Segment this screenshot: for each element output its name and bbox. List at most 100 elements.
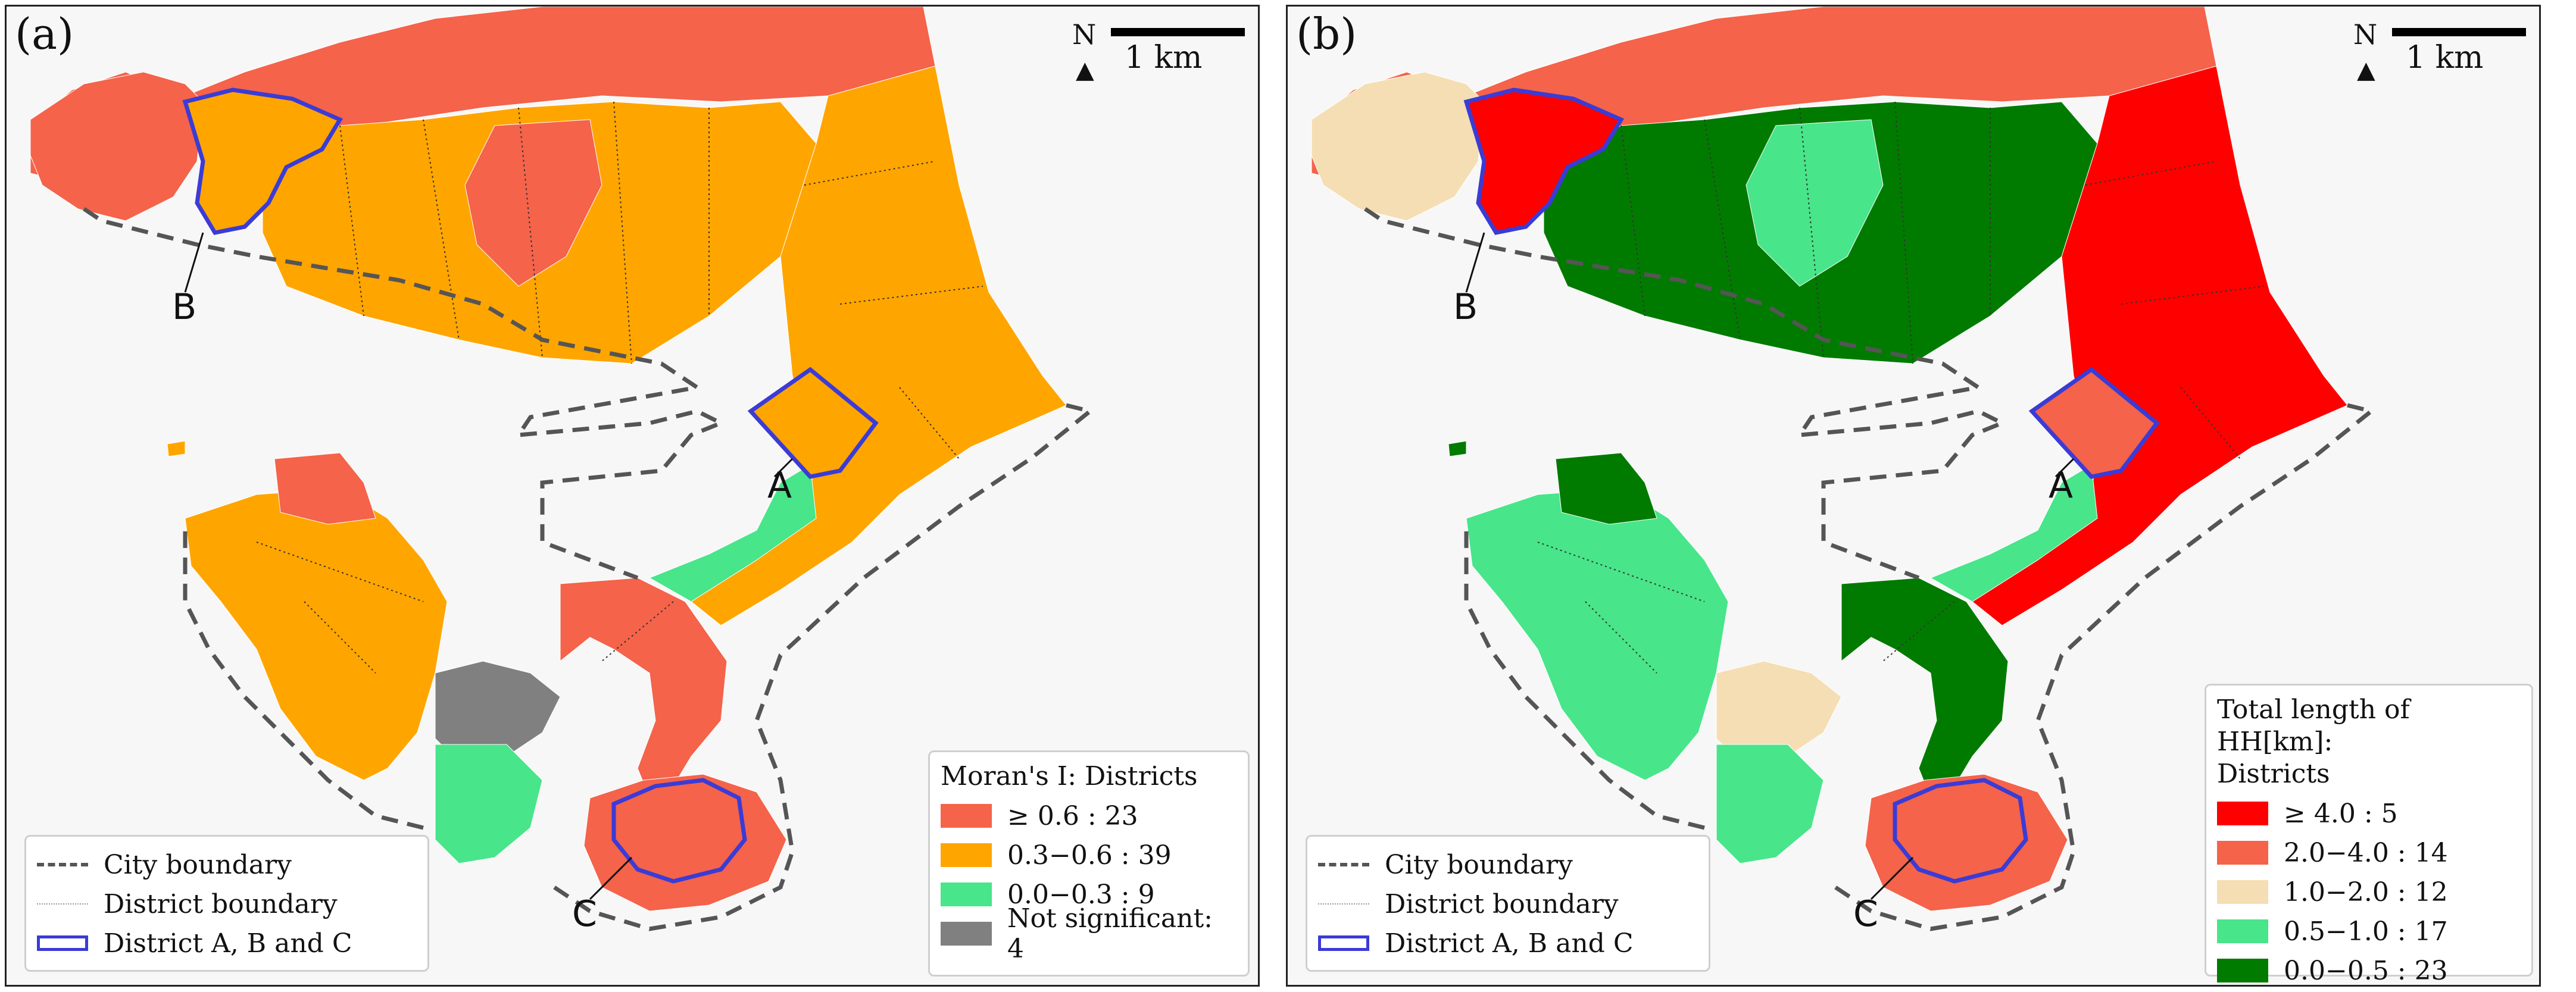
scale-label: 1 km (1125, 40, 1203, 76)
legend-label: Not significant: 4 (1007, 903, 1213, 964)
region-peninsula-b (1311, 71, 1485, 221)
legend-swatch (2217, 841, 2268, 865)
region-south-west (435, 744, 543, 864)
map-panel-b: (b) N ▲ 1 km B A C City boundary District… (1286, 5, 2541, 987)
region-coastal-strip (648, 464, 817, 602)
legend-swatch (2217, 919, 2268, 943)
boundary-legend-label: City boundary (104, 849, 292, 880)
legend-swatch (2217, 959, 2268, 982)
north-arrow-icon: ▲ (1076, 57, 1094, 84)
region-west-island-north (1555, 452, 1657, 525)
district-b-outline (182, 87, 344, 235)
district-leader-lines (184, 232, 794, 900)
region-district-c (583, 774, 787, 912)
legend-label: 0.3−0.6 : 39 (1007, 840, 1172, 871)
legend-label: ≥ 4.0 : 5 (2284, 798, 2398, 829)
boundary-legend-swatch (1318, 903, 1369, 905)
legend-swatch (941, 843, 992, 867)
boundary-legend-swatch (37, 863, 88, 866)
boundary-legend-label: District A, B and C (104, 928, 352, 959)
district-boundary-lines (1537, 101, 2265, 674)
panel-label: (b) (1296, 9, 1357, 59)
north-label: N (1072, 18, 1097, 51)
boundary-legend-label: District boundary (104, 888, 338, 919)
region-coastal-strip (1929, 464, 2098, 602)
boundary-legend-label: District boundary (1385, 888, 1619, 919)
legend-label: 0.0−0.5 : 23 (2284, 955, 2448, 986)
district-a-label: A (2049, 465, 2074, 506)
region-district-c (1865, 774, 2068, 912)
boundary-legend-entry: District boundary (37, 884, 417, 924)
map-panel-a: (a) N ▲ 1 km B A C City boundary District… (5, 5, 1260, 987)
district-boundary-lines (256, 101, 983, 674)
panel-label: (a) (15, 9, 74, 59)
class-legend: Moran's I: Districts ≥ 0.6 : 23 0.3−0.6 :… (928, 750, 1250, 977)
boundary-legend-swatch (1318, 935, 1369, 951)
district-regions (1311, 7, 2348, 912)
legend-swatch (2217, 802, 2268, 825)
legend-entry: 0.3−0.6 : 39 (941, 835, 1237, 875)
district-c-label: C (572, 893, 597, 935)
class-legend: Total length of HH[km]: Districts ≥ 4.0 … (2205, 684, 2533, 985)
city-boundary (1364, 207, 2376, 931)
legend-entry: 0.0−0.3 : 9 (941, 875, 1237, 914)
legend-entry: Not significant: 4 (941, 903, 1237, 964)
region-west-island (185, 488, 448, 781)
legend-label: 1.0−2.0 : 12 (2284, 877, 2448, 907)
legend-label: ≥ 0.6 : 23 (1007, 800, 1138, 831)
scale-bar (1111, 28, 1245, 36)
district-b-outline (1463, 87, 1625, 235)
scale-label: 1 km (2406, 40, 2484, 76)
city-boundary (83, 207, 1095, 931)
boundary-legend-entry: District A, B and C (1318, 924, 1698, 963)
legend-label: 0.5−1.0 : 17 (2284, 916, 2448, 947)
legend-entry: 2.0−4.0 : 14 (2217, 833, 2521, 872)
district-b-label: B (172, 286, 197, 328)
legend-entry: ≥ 4.0 : 5 (2217, 794, 2521, 833)
legend-label: 0.0−0.3 : 9 (1007, 879, 1155, 910)
district-c-outline (611, 778, 747, 884)
legend-swatch (2217, 880, 2268, 904)
district-regions (30, 7, 1067, 912)
boundary-legend-swatch (37, 935, 88, 951)
scale-bar (2392, 28, 2526, 36)
district-leader-lines (1465, 232, 2075, 900)
district-a-outline (2028, 367, 2160, 479)
region-south-arc (1841, 577, 2009, 799)
map-a (30, 7, 1095, 931)
boundary-legend-entry: District boundary (1318, 884, 1698, 924)
district-a-label: A (767, 465, 792, 506)
region-hill-pocket (464, 119, 602, 287)
district-c-label: C (1853, 893, 1878, 935)
legend-swatch (941, 804, 992, 828)
boundary-legend-swatch (37, 903, 88, 905)
legend-title: Moran's I: Districts (941, 761, 1198, 791)
region-west-island-north (274, 452, 376, 525)
region-islet (1448, 440, 1467, 457)
boundary-legend: City boundary District boundary District A… (24, 835, 429, 972)
boundary-legend-label: City boundary (1385, 849, 1573, 880)
boundary-legend: City boundary District boundary District A… (1306, 835, 1710, 972)
legend-swatch (941, 883, 992, 906)
district-a-outline (747, 367, 879, 479)
district-c-outline (1893, 778, 2028, 884)
north-arrow-icon: ▲ (2357, 57, 2375, 84)
region-peninsula-b (30, 71, 204, 221)
legend-entry: ≥ 0.6 : 23 (941, 796, 1237, 835)
boundary-legend-entry: City boundary (1318, 845, 1698, 884)
legend-entry: 1.0−2.0 : 12 (2217, 872, 2521, 912)
map-b (1311, 7, 2376, 931)
legend-title: Total length of HH[km]: Districts (2217, 694, 2410, 789)
north-label: N (2353, 18, 2378, 51)
boundary-legend-entry: City boundary (37, 845, 417, 884)
district-b-label: B (1453, 286, 1478, 328)
region-islet (167, 440, 186, 457)
region-west-island (1466, 488, 1729, 781)
boundary-legend-label: District A, B and C (1385, 928, 1634, 959)
region-hill-pocket (1746, 119, 1884, 287)
legend-label: 2.0−4.0 : 14 (2284, 837, 2448, 868)
region-south-arc (560, 577, 727, 799)
boundary-legend-swatch (1318, 863, 1369, 866)
legend-swatch (941, 922, 992, 946)
legend-entry: 0.0−0.5 : 23 (2217, 951, 2521, 986)
